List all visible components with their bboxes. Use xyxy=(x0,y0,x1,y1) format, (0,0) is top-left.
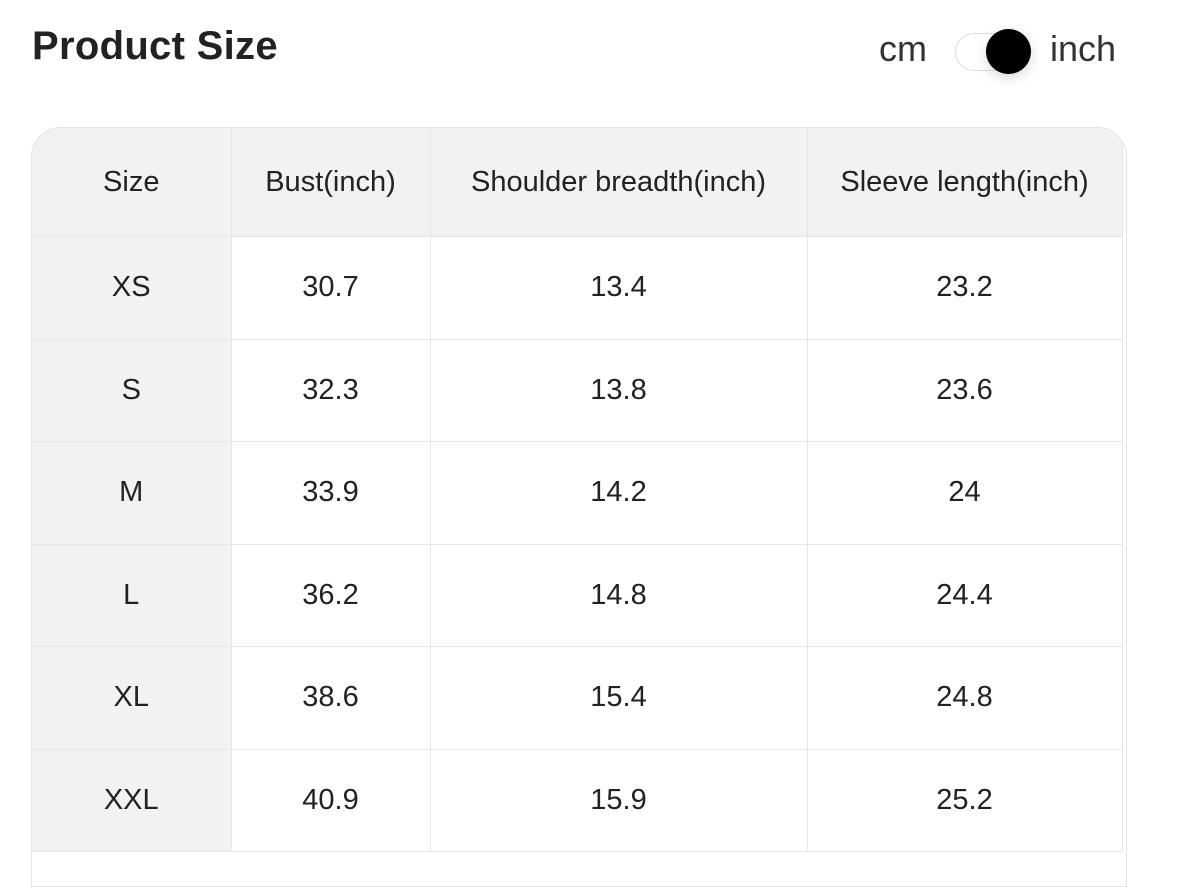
size-cell: M xyxy=(32,441,232,545)
table-row: M 33.9 14.2 24 xyxy=(32,441,1123,545)
size-cell: S xyxy=(32,339,232,442)
measurement-cell: 23.2 xyxy=(807,236,1123,340)
page-title: Product Size xyxy=(32,24,278,68)
measurement-cell: 15.9 xyxy=(430,749,808,852)
table-row: XS 30.7 13.4 23.2 xyxy=(32,236,1123,340)
measurement-cell: 25.2 xyxy=(807,749,1123,852)
measurement-cell: 15.4 xyxy=(430,646,808,750)
measurement-cell: 13.8 xyxy=(430,339,808,442)
measurement-cell: 13.4 xyxy=(430,236,808,340)
table-header-row: Size Bust(inch) Shoulder breadth(inch) S… xyxy=(32,128,1123,237)
measurement-cell: 24 xyxy=(807,441,1123,545)
table-row: XXL 40.9 15.9 25.2 xyxy=(32,749,1123,852)
unit-toggle[interactable] xyxy=(955,29,1031,74)
measurement-cell: 30.7 xyxy=(231,236,431,340)
toggle-knob[interactable] xyxy=(986,29,1031,74)
measurement-cell: 36.2 xyxy=(231,544,431,647)
table-row: L 36.2 14.8 24.4 xyxy=(32,544,1123,647)
size-table: Size Bust(inch) Shoulder breadth(inch) S… xyxy=(32,128,1123,852)
column-header: Bust(inch) xyxy=(231,128,431,237)
measurement-cell: 32.3 xyxy=(231,339,431,442)
measurement-cell: 24.4 xyxy=(807,544,1123,647)
size-cell: XXL xyxy=(32,749,232,852)
column-header: Sleeve length(inch) xyxy=(807,128,1123,237)
column-header: Shoulder breadth(inch) xyxy=(430,128,808,237)
table-row: S 32.3 13.8 23.6 xyxy=(32,339,1123,442)
unit-inch-label[interactable]: inch xyxy=(1050,28,1117,69)
column-header: Size xyxy=(32,128,232,237)
measurement-cell: 14.2 xyxy=(430,441,808,545)
measurement-cell: 38.6 xyxy=(231,646,431,750)
unit-cm-label[interactable]: cm xyxy=(879,28,927,69)
size-cell: XS xyxy=(32,236,232,340)
size-cell: L xyxy=(32,544,232,647)
size-cell: XL xyxy=(32,646,232,750)
size-table-card: Size Bust(inch) Shoulder breadth(inch) S… xyxy=(31,127,1127,887)
table-row: XL 38.6 15.4 24.8 xyxy=(32,646,1123,750)
measurement-cell: 33.9 xyxy=(231,441,431,545)
measurement-cell: 14.8 xyxy=(430,544,808,647)
measurement-cell: 23.6 xyxy=(807,339,1123,442)
measurement-cell: 40.9 xyxy=(231,749,431,852)
measurement-cell: 24.8 xyxy=(807,646,1123,750)
